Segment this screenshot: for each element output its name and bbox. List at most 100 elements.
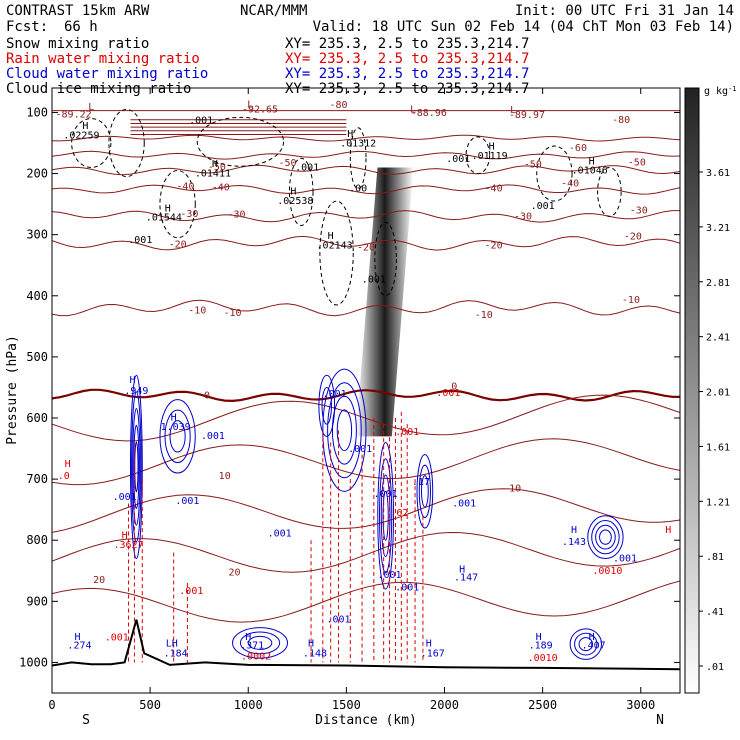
colorbar-tick-label: .81 <box>706 552 724 563</box>
cloud-water-contour <box>377 441 394 590</box>
extremum-label: .001 <box>295 163 319 174</box>
extremum-label: .001 <box>452 499 476 510</box>
snow-contour <box>196 116 285 167</box>
isotherm-label: -50 <box>278 158 296 169</box>
isotherm-label: -40 <box>176 181 194 192</box>
extremum-label: H <box>245 632 251 643</box>
temperature-contours: -80 -60 -50 -40 -30 -20 -10 0 <box>52 110 680 623</box>
temperature-contour-line <box>52 531 680 573</box>
extremum-label: .167 <box>421 648 445 659</box>
y-tick-label: 600 <box>26 411 48 425</box>
extremum-label: .3627 <box>113 540 143 551</box>
isotherm-label: -88.96 <box>411 108 447 119</box>
cloud-water-contour <box>336 409 353 452</box>
terrain-line <box>52 619 680 671</box>
isotherm-label: -50 <box>208 162 226 173</box>
south-label: S <box>82 713 90 728</box>
snow-contour <box>288 157 314 226</box>
extremum-label: H <box>171 412 177 423</box>
isotherm-label: -30 <box>514 211 532 222</box>
extremum-label: .001 <box>128 235 152 246</box>
rain-water-contours <box>128 411 424 663</box>
extremum-label: L <box>88 102 94 113</box>
extremum-label: L <box>410 104 416 115</box>
cloud-water-contour <box>239 631 281 655</box>
cloud-water-contours <box>130 368 624 660</box>
isotherm-label: -92.65 <box>242 104 278 115</box>
extremum-label: H <box>290 186 296 197</box>
extremum-label: .274 <box>67 640 91 651</box>
extremum-label: .001 <box>268 529 292 540</box>
cloud-water-contour <box>599 529 612 545</box>
field-xy-snow: XY= 235.3, 2.5 to 235.3,214.7 <box>285 36 529 52</box>
isotherm-label: -30 <box>180 209 198 220</box>
extremum-label: .02259 <box>63 131 99 142</box>
extremum-label: 1.039 <box>161 422 191 433</box>
cloud-water-contour <box>327 382 362 479</box>
valid-time: Valid: 18 UTC Sun 02 Feb 14 (04 ChT Mon … <box>313 19 734 35</box>
contour-labels: -89.22 -92.65 -80 -88.96 -89.97 -50 -50 -50 -40 -… <box>56 100 672 665</box>
extremum-label: .001 <box>362 274 386 285</box>
y-tick-label: 200 <box>26 167 48 181</box>
extremum-label: H <box>212 159 218 170</box>
isotherm-label: -89.22 <box>56 109 92 120</box>
colorbar-tick-label: 3.61 <box>706 168 730 179</box>
extremum-label: .02143 <box>317 241 353 252</box>
cloud-water-contour <box>131 391 142 543</box>
temperature-contour-line <box>52 150 680 160</box>
y-tick-label: 500 <box>26 350 48 364</box>
cloud-water-contour <box>331 395 357 465</box>
cloud-water-contour <box>591 520 620 555</box>
x-tick-label: 0 <box>48 698 55 712</box>
extremum-label: .001 <box>201 431 225 442</box>
isotherm-label: 20 <box>93 575 105 586</box>
extremum-label: .148 <box>303 648 327 659</box>
cloud-water-contour <box>379 458 393 574</box>
isotherm-label: 20 <box>228 568 240 579</box>
extremum-label: H <box>589 156 595 167</box>
extremum-label: .0 <box>58 471 70 482</box>
cloud-water-contour <box>132 408 141 526</box>
extremum-label: L <box>510 105 516 116</box>
isotherm-label: -10 <box>224 308 242 319</box>
isotherm-label: -10 <box>475 310 493 321</box>
temperature-contour-line <box>52 388 680 403</box>
temperature-contour-line <box>52 438 680 486</box>
model-name: CONTRAST 15km ARW <box>6 3 150 19</box>
isotherm-label: 10 <box>509 483 521 494</box>
extremum-label: LH <box>166 639 178 650</box>
temperature-contour-label: -30 <box>630 205 648 216</box>
isotherm-label: -30 <box>227 210 245 221</box>
temperature-contour-line <box>52 299 680 317</box>
extremum-label: .189 <box>529 640 553 651</box>
y-tick-label: 300 <box>26 228 48 242</box>
x-tick-label: 2500 <box>528 698 557 712</box>
cloud-water-contour <box>418 464 431 519</box>
temperature-contour-line <box>52 134 680 142</box>
temperature-contour-label: -50 <box>628 158 646 169</box>
ice-shading <box>355 167 414 437</box>
isotherm-label: -50 <box>524 159 542 170</box>
x-tick-label: 2000 <box>430 698 459 712</box>
north-label: N <box>656 713 664 728</box>
isotherm-label: -40 <box>485 183 503 194</box>
x-tick-label: 500 <box>139 698 161 712</box>
extremum-label: .01411 <box>195 169 231 180</box>
isotherm-label: -80 <box>329 100 347 111</box>
terrain-profile <box>52 619 680 671</box>
colorbar-tick-label: 3.21 <box>706 223 730 234</box>
extremum-label: .147 <box>454 573 478 584</box>
colorbar-tick-label: 2.01 <box>706 388 730 399</box>
extremum-label: .01046 <box>572 166 608 177</box>
fcst-value: 66 h <box>64 19 98 35</box>
extremum-label: .001 <box>436 388 460 399</box>
temperature-contour-line <box>52 488 680 533</box>
plot-area: -80-60-50-40-30-20-100 -89.22 -92.65 -80-8… <box>52 100 680 671</box>
extremum-label: H <box>82 121 88 132</box>
x-tick-label: 1500 <box>332 698 361 712</box>
x-tick-label: 3000 <box>626 698 655 712</box>
y-axis-label: Pressure (hPa) <box>5 335 20 445</box>
cloud-water-contour <box>164 409 191 464</box>
ice-shading-band <box>355 167 414 437</box>
extremum-label: .01544 <box>146 213 182 224</box>
